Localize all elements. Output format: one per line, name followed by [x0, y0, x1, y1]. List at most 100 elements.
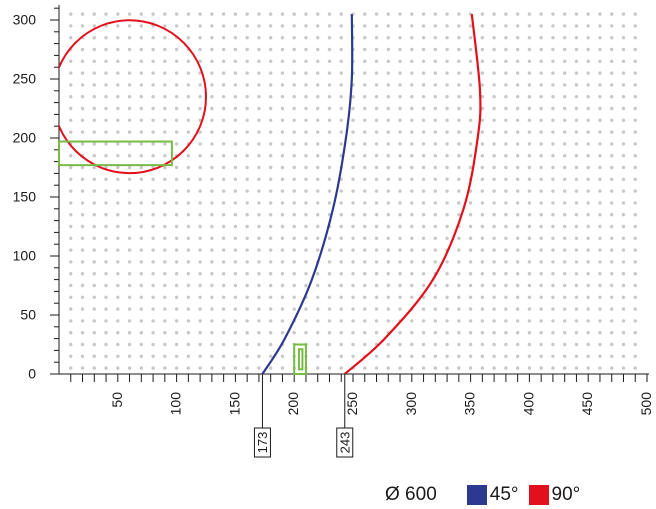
grid-dot [515, 366, 520, 370]
grid-dot [245, 213, 249, 217]
grid-dot [421, 177, 426, 181]
grid-dot [163, 83, 167, 87]
grid-dot [339, 248, 343, 252]
grid-dot [457, 201, 461, 205]
x-tick-label: 450 [579, 392, 595, 416]
grid-dot [210, 59, 214, 63]
grid-dot [210, 272, 214, 276]
grid-dot [504, 59, 508, 63]
grid-dot [80, 165, 85, 170]
grid-dot [480, 366, 485, 370]
grid-dot [515, 154, 520, 158]
grid-dot [233, 272, 238, 276]
grid-dot [304, 59, 308, 63]
grid-dot [210, 47, 214, 52]
grid-dot [363, 236, 367, 240]
grid-dot [527, 95, 532, 99]
grid-dot [127, 248, 132, 252]
grid-dot [280, 189, 285, 193]
grid-dot [92, 106, 96, 111]
grid-dot [586, 59, 590, 63]
grid-dot [598, 248, 602, 252]
grid-dot [374, 165, 379, 170]
grid-dot [421, 248, 426, 252]
grid-dot [151, 283, 155, 288]
grid-dot [127, 224, 132, 229]
grid-dot [327, 142, 332, 146]
grid-dot [80, 106, 85, 111]
grid-dot [174, 331, 179, 335]
grid-dot [374, 95, 379, 99]
grid-dot [610, 47, 614, 52]
grid-dot [410, 118, 414, 123]
grid-dot [457, 165, 461, 170]
grid-dot [574, 295, 579, 299]
grid-dot [186, 319, 191, 323]
grid-dot [80, 260, 85, 264]
grid-dot [586, 95, 590, 99]
grid-dot [257, 165, 261, 170]
grid-dot [551, 283, 555, 288]
grid-dot [80, 177, 85, 181]
grid-dot [398, 95, 402, 99]
y-tick-label: 250 [13, 71, 37, 87]
grid-dot [610, 213, 614, 217]
grid-dot [492, 224, 496, 229]
grid-dot [515, 130, 520, 134]
grid-dot [515, 106, 520, 111]
grid-dot [198, 106, 202, 111]
grid-dot [468, 295, 473, 299]
grid-dot [186, 36, 191, 40]
grid-dot [574, 95, 579, 99]
x-tick-label: 300 [403, 392, 419, 416]
grid-dot [610, 272, 614, 276]
grid-dot [562, 12, 567, 16]
grid-dot [363, 307, 367, 311]
grid-dot [186, 272, 191, 276]
grid-dot [480, 47, 485, 52]
grid-dot [339, 59, 343, 63]
grid-dot [198, 59, 202, 63]
grid-dot [562, 236, 567, 240]
grid-dot [174, 142, 179, 146]
grid-dot [151, 95, 155, 99]
grid-dot [610, 366, 614, 370]
grid-dot [433, 95, 438, 99]
grid-dot [551, 47, 555, 52]
grid-dot [116, 142, 120, 146]
grid-dot [92, 24, 96, 28]
grid-dot [433, 319, 438, 323]
grid-dot [492, 118, 496, 123]
grid-dot [527, 342, 532, 347]
grid-dot [504, 307, 508, 311]
grid-dot [127, 154, 132, 158]
grid-dot [421, 154, 426, 158]
grid-dot [116, 12, 120, 16]
grid-dot [351, 130, 355, 134]
grid-dot [421, 189, 426, 193]
grid-dot [127, 95, 132, 99]
grid-dot [221, 213, 226, 217]
grid-dot [339, 130, 343, 134]
grid-dot [633, 272, 637, 276]
grid-dot [186, 12, 191, 16]
grid-dot [586, 354, 590, 358]
grid-dot [280, 59, 285, 63]
grid-dot [504, 295, 508, 299]
grid-dot [304, 118, 308, 123]
grid-dot [92, 319, 96, 323]
grid-dot [245, 272, 249, 276]
grid-dot [504, 213, 508, 217]
grid-dot [233, 12, 238, 16]
grid-dot [104, 154, 108, 158]
grid-dot [445, 47, 449, 52]
grid-dot [539, 331, 543, 335]
grid-dot [163, 213, 167, 217]
grid-dot [257, 331, 261, 335]
grid-dot [480, 95, 485, 99]
grid-dot [621, 165, 626, 170]
grid-dot [363, 177, 367, 181]
grid-dot [621, 331, 626, 335]
grid-dot [457, 248, 461, 252]
grid-dot [233, 71, 238, 75]
